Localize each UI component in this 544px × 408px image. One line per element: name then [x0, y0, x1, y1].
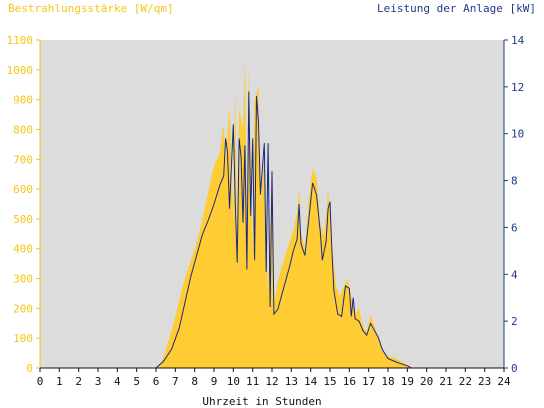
x-tick-label: 0: [37, 375, 44, 388]
right-tick-label: 2: [511, 315, 518, 328]
x-tick-label: 14: [304, 375, 318, 388]
left-tick-label: 0: [26, 362, 33, 375]
x-tick-label: 3: [95, 375, 102, 388]
x-tick-label: 23: [478, 375, 491, 388]
left-tick-label: 200: [13, 302, 33, 315]
x-tick-label: 1: [56, 375, 63, 388]
left-tick-label: 1100: [7, 34, 34, 47]
x-tick-label: 12: [265, 375, 278, 388]
left-tick-label: 1000: [7, 64, 34, 77]
left-axis-title: Bestrahlungsstärke [W/qm]: [8, 2, 174, 15]
x-tick-label: 24: [497, 375, 511, 388]
right-tick-label: 6: [511, 221, 518, 234]
x-tick-label: 21: [439, 375, 452, 388]
x-tick-label: 22: [459, 375, 472, 388]
x-tick-label: 8: [191, 375, 198, 388]
x-tick-label: 11: [246, 375, 259, 388]
left-tick-label: 900: [13, 94, 33, 107]
left-tick-label: 300: [13, 273, 33, 286]
x-tick-label: 16: [343, 375, 356, 388]
right-tick-label: 4: [511, 268, 518, 281]
x-tick-label: 2: [75, 375, 82, 388]
left-tick-label: 800: [13, 123, 33, 136]
right-tick-label: 0: [511, 362, 518, 375]
left-tick-label: 100: [13, 332, 33, 345]
x-tick-label: 6: [153, 375, 160, 388]
right-tick-label: 8: [511, 175, 518, 188]
left-tick-label: 500: [13, 213, 33, 226]
x-tick-label: 10: [227, 375, 240, 388]
right-tick-label: 10: [511, 128, 524, 141]
x-tick-label: 7: [172, 375, 179, 388]
right-axis-title: Leistung der Anlage [kW]: [377, 2, 536, 15]
x-tick-label: 17: [362, 375, 375, 388]
irradiance-area: [40, 59, 504, 369]
x-tick-label: 5: [133, 375, 140, 388]
x-tick-label: 13: [285, 375, 298, 388]
left-tick-label: 400: [13, 243, 33, 256]
left-tick-label: 700: [13, 153, 33, 166]
x-tick-label: 20: [420, 375, 433, 388]
x-tick-label: 19: [401, 375, 414, 388]
power-line: [40, 91, 504, 369]
left-tick-label: 600: [13, 183, 33, 196]
right-tick-label: 12: [511, 81, 524, 94]
x-tick-label: 9: [211, 375, 218, 388]
x-tick-label: 18: [381, 375, 394, 388]
x-axis-label: Uhrzeit in Stunden: [202, 395, 321, 408]
x-tick-label: 4: [114, 375, 121, 388]
right-tick-label: 14: [511, 34, 525, 47]
x-tick-label: 15: [323, 375, 336, 388]
